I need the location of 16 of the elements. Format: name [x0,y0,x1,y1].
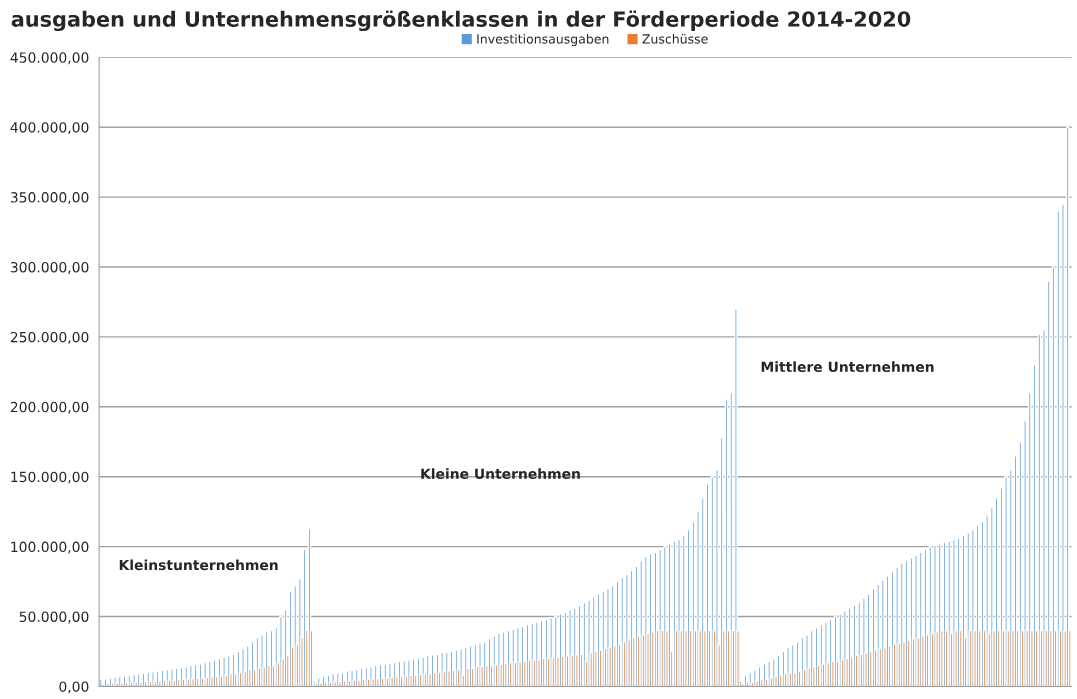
chart-title: ausgaben und Unternehmensgrößenklassen in der Förderperiode 2014-2020 [11,10,911,32]
y-tick-label: 250.000,00 [10,331,89,344]
legend-label: Zuschüsse [642,33,708,44]
y-tick-label: 300.000,00 [10,261,89,274]
y-tick-label: 0,00 [59,681,89,694]
annotation: Kleine Unternehmen [421,468,580,480]
annotation: Mittlere Unternehmen [761,361,934,373]
y-tick-label: 350.000,00 [10,192,89,205]
y-tick-label: 200.000,00 [10,401,89,414]
y-tick-label: 450.000,00 [10,52,89,65]
y-tick-label: 150.000,00 [11,471,89,484]
y-tick-label: 400.000,00 [10,122,89,135]
y-tick-label: 50.000,00 [19,611,89,624]
y-tick-label: 100.000,00 [11,541,89,554]
legend-label: Investitionsausgaben [477,33,609,47]
annotation: Kleinstunternehmen [119,559,278,571]
